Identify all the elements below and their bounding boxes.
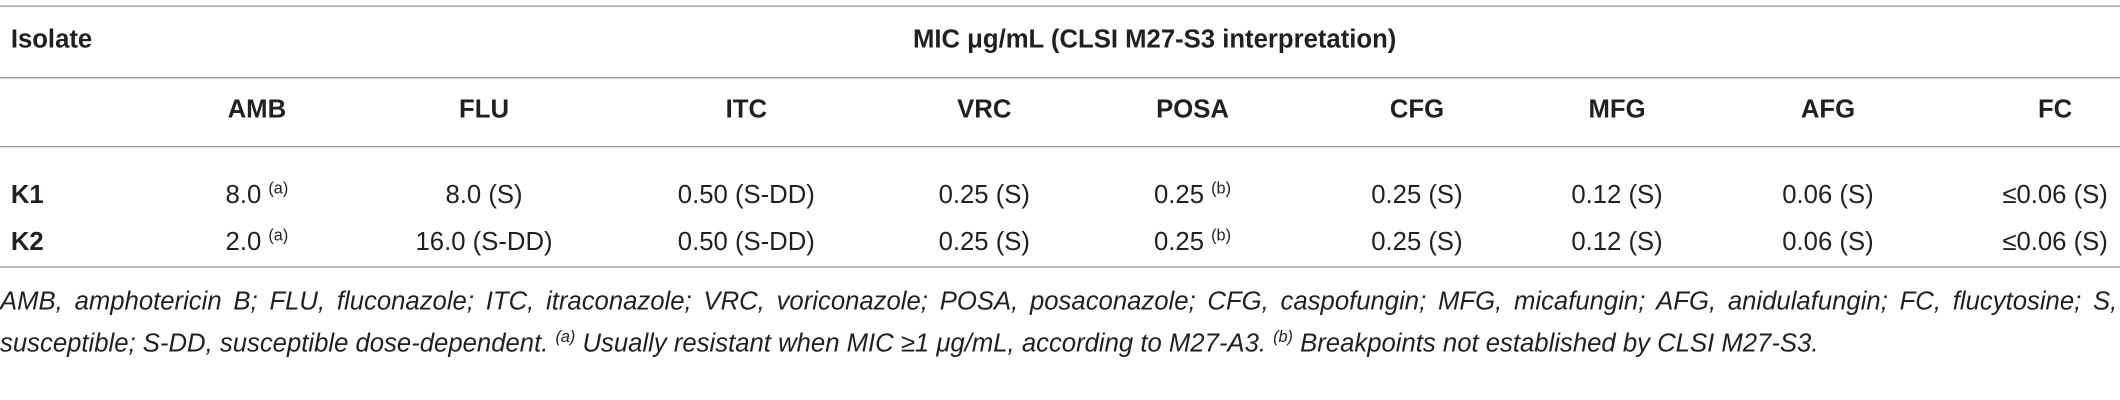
cell: 8.0 (S) — [445, 181, 522, 211]
column-header: CFG — [1389, 95, 1445, 125]
cell-value: 0.06 (S) — [1782, 181, 1874, 210]
row-label: K1 — [10, 181, 44, 210]
cell: 8.0 (a) — [225, 178, 289, 211]
cell: 0.25 (S) — [939, 228, 1030, 258]
cell-value: 16.0 (S-DD) — [415, 228, 553, 257]
cell-note: (a) — [268, 225, 289, 245]
cell: ≤0.06 (S) — [2002, 228, 2107, 258]
cell-note: (b) — [1211, 225, 1231, 245]
cell: 0.06 (S) — [1782, 181, 1873, 211]
header-group: MIC μg/mL (CLSI M27-S3 interpretation) — [912, 25, 1397, 55]
cell: 0.25 (b) — [1154, 225, 1231, 258]
rule — [0, 146, 2120, 148]
column-header: POSA — [1156, 95, 1229, 125]
cell: 0.50 (S-DD) — [678, 228, 815, 258]
rule — [0, 5, 2120, 7]
footnote: AMB, amphotericin B; FLU, fluconazole; I… — [0, 281, 2117, 365]
cell-value: 0.25 (S) — [938, 181, 1030, 210]
cell-value: 0.25 (S) — [938, 228, 1030, 257]
abbreviations: AMB, amphotericin B; FLU, fluconazole; I… — [0, 287, 2118, 359]
column-header: FC — [2037, 95, 2073, 125]
header-isolate: Isolate — [10, 25, 93, 55]
cell-note: (b) — [1211, 178, 1231, 198]
cell-value: 0.50 (S-DD) — [677, 228, 815, 257]
column-header: VRC — [957, 95, 1012, 125]
cell-value: 8.0 (S) — [445, 181, 523, 210]
cell: ≤0.06 (S) — [2002, 181, 2107, 211]
note: Usually resistant when MIC ≥1 μg/mL, acc… — [582, 329, 1266, 359]
cell: 0.12 (S) — [1571, 228, 1662, 258]
cell: 0.25 (b) — [1154, 178, 1231, 211]
cell-value: 0.12 (S) — [1571, 228, 1663, 257]
cell-value: ≤0.06 (S) — [2002, 181, 2108, 210]
cell-value: 0.12 (S) — [1571, 181, 1663, 210]
cell-note: (a) — [268, 178, 289, 198]
cell: 16.0 (S-DD) — [416, 228, 553, 258]
cell: 0.25 (S) — [1371, 181, 1462, 211]
cell: 2.0 (a) — [225, 225, 289, 258]
cell-value: 0.25 (S) — [1371, 228, 1463, 257]
column-header: ITC — [725, 95, 768, 125]
cell-value: 0.06 (S) — [1782, 228, 1874, 257]
cell: 0.12 (S) — [1571, 181, 1662, 211]
note-mark: (a) — [555, 327, 576, 347]
note: Breakpoints not established by CLSI M27-… — [1300, 329, 1819, 359]
cell: 0.06 (S) — [1782, 228, 1873, 258]
cell-value: 8.0 — [225, 181, 262, 210]
row-label: K2 — [10, 228, 44, 257]
cell-value: 0.25 — [1154, 181, 1205, 210]
column-header: AFG — [1800, 95, 1856, 125]
cell: 0.25 (S) — [939, 181, 1030, 211]
rule — [0, 266, 2120, 268]
column-header: FLU — [459, 95, 510, 125]
column-header: MFG — [1588, 95, 1646, 125]
cell-value: 2.0 — [225, 228, 262, 257]
rule — [0, 77, 2120, 79]
cell-value: 0.25 (S) — [1371, 181, 1463, 210]
column-header: AMB — [227, 95, 287, 125]
cell: 0.25 (S) — [1371, 228, 1462, 258]
cell-value: ≤0.06 (S) — [2002, 228, 2108, 257]
cell-value: 0.25 — [1154, 228, 1205, 257]
cell-value: 0.50 (S-DD) — [677, 181, 815, 210]
cell: 0.50 (S-DD) — [678, 181, 815, 211]
note-mark: (b) — [1273, 327, 1293, 347]
